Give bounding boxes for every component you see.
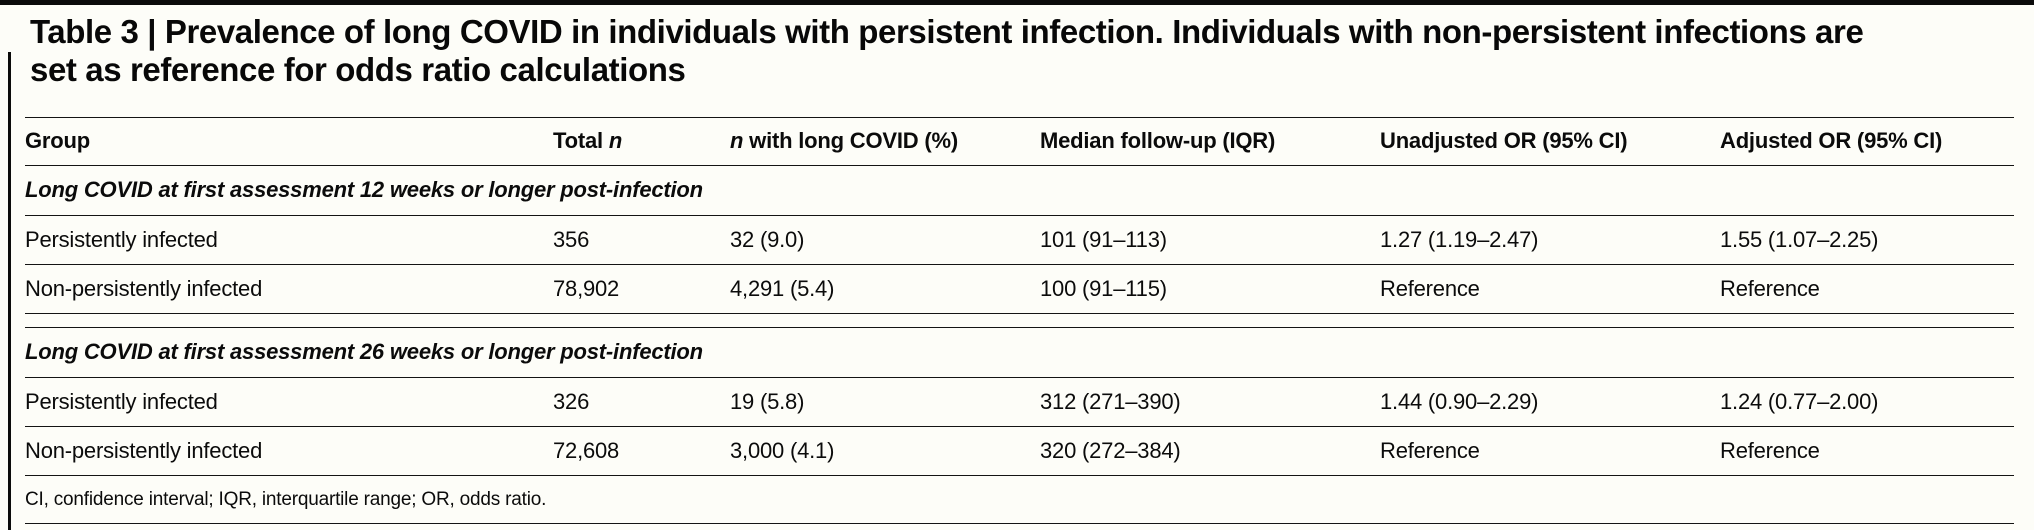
cell-median-followup: 312 (271–390) bbox=[1040, 377, 1380, 427]
table-row: Non-persistently infected 78,902 4,291 (… bbox=[25, 264, 2014, 314]
cell-total-n: 326 bbox=[553, 377, 730, 427]
table-title-line2: set as reference for odds ratio calculat… bbox=[30, 51, 686, 88]
section-gap bbox=[25, 313, 2014, 328]
cell-median-followup: 100 (91–115) bbox=[1040, 264, 1380, 314]
section-heading-row-26-weeks: Long COVID at first assessment 26 weeks … bbox=[25, 327, 2014, 378]
page-top-rule bbox=[0, 0, 2034, 5]
col-header-median-followup: Median follow-up (IQR) bbox=[1040, 117, 1380, 166]
footnote-text: CI, confidence interval; IQR, interquart… bbox=[25, 475, 2014, 524]
header-row: Group Total n n with long COVID (%) Medi… bbox=[25, 117, 2014, 166]
table-row: Persistently infected 356 32 (9.0) 101 (… bbox=[25, 215, 2014, 265]
italic-n: n bbox=[608, 128, 623, 153]
cell-median-followup: 320 (272–384) bbox=[1040, 426, 1380, 476]
prevalence-table: Group Total n n with long COVID (%) Medi… bbox=[25, 117, 2014, 524]
col-header-adjusted-or: Adjusted OR (95% CI) bbox=[1720, 117, 2014, 166]
cell-adjusted-or: 1.55 (1.07–2.25) bbox=[1720, 215, 2014, 265]
cell-adjusted-or: Reference bbox=[1720, 426, 2014, 476]
col-header-total-n: Total n bbox=[553, 117, 730, 166]
cell-unadjusted-or: Reference bbox=[1380, 426, 1720, 476]
table-title-line1: Table 3 | Prevalence of long COVID in in… bbox=[30, 13, 1864, 50]
cell-unadjusted-or: 1.44 (0.90–2.29) bbox=[1380, 377, 1720, 427]
col-header-n-with-long-covid: n with long COVID (%) bbox=[730, 117, 1040, 166]
section-gap-row bbox=[25, 313, 2014, 328]
cell-adjusted-or: Reference bbox=[1720, 264, 2014, 314]
table-row: Persistently infected 326 19 (5.8) 312 (… bbox=[25, 377, 2014, 427]
cell-group: Non-persistently infected bbox=[25, 264, 553, 314]
col-header-group: Group bbox=[25, 117, 553, 166]
cell-total-n: 356 bbox=[553, 215, 730, 265]
cell-adjusted-or: 1.24 (0.77–2.00) bbox=[1720, 377, 2014, 427]
cell-unadjusted-or: 1.27 (1.19–2.47) bbox=[1380, 215, 1720, 265]
cell-median-followup: 101 (91–113) bbox=[1040, 215, 1380, 265]
italic-n: n bbox=[730, 128, 744, 153]
page-left-rule bbox=[8, 52, 11, 530]
cell-group: Persistently infected bbox=[25, 377, 553, 427]
cell-n-with-long-covid: 3,000 (4.1) bbox=[730, 426, 1040, 476]
cell-group: Persistently infected bbox=[25, 215, 553, 265]
table-title: Table 3 | Prevalence of long COVID in in… bbox=[30, 13, 2015, 89]
cell-n-with-long-covid: 4,291 (5.4) bbox=[730, 264, 1040, 314]
cell-total-n: 72,608 bbox=[553, 426, 730, 476]
section-heading-row-12-weeks: Long COVID at first assessment 12 weeks … bbox=[25, 165, 2014, 216]
cell-group: Non-persistently infected bbox=[25, 426, 553, 476]
cell-unadjusted-or: Reference bbox=[1380, 264, 1720, 314]
section-heading: Long COVID at first assessment 26 weeks … bbox=[25, 327, 2014, 378]
col-header-unadjusted-or: Unadjusted OR (95% CI) bbox=[1380, 117, 1720, 166]
footnote-row: CI, confidence interval; IQR, interquart… bbox=[25, 475, 2014, 524]
cell-n-with-long-covid: 32 (9.0) bbox=[730, 215, 1040, 265]
cell-total-n: 78,902 bbox=[553, 264, 730, 314]
section-heading: Long COVID at first assessment 12 weeks … bbox=[25, 165, 2014, 216]
table-row: Non-persistently infected 72,608 3,000 (… bbox=[25, 426, 2014, 476]
cell-n-with-long-covid: 19 (5.8) bbox=[730, 377, 1040, 427]
